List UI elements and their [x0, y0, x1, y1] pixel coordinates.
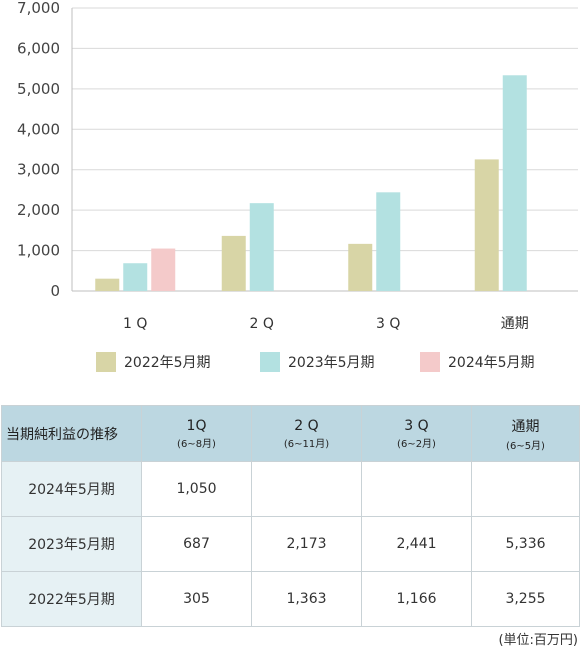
column-header-sub: (6~2月): [397, 438, 436, 450]
column-header-sub: (6~11月): [283, 438, 330, 450]
column-header-main: 通期: [511, 418, 540, 435]
y-tick-label: 5,000: [17, 80, 60, 98]
row-label: 2024年5月期: [1, 461, 142, 517]
bar-2023-3: [502, 75, 527, 292]
unit-note: (単位:百万円): [498, 633, 578, 648]
table-row: 2023年5月期 687 2,173 2,441 5,336: [1, 516, 580, 572]
column-header: 1Q (6~8月): [141, 405, 252, 462]
table-header-row: 当期純利益の推移 1Q (6~8月) 2 Q (6~11月) 3 Q (6~2月) 通…: [1, 405, 580, 462]
bar-2022-1: [221, 235, 246, 291]
row-label: 2022年5月期: [1, 571, 142, 627]
bar-2023-0: [123, 263, 148, 291]
table-cell: [471, 461, 580, 517]
column-header: 2 Q (6~11月): [251, 405, 362, 462]
legend-label-2024: 2024年5月期: [448, 355, 535, 371]
x-tick-label: 1 Q: [123, 316, 147, 332]
table-cell: 2,441: [361, 516, 472, 572]
table-row: 2022年5月期 305 1,363 1,166 3,255: [1, 571, 580, 627]
bar-2023-2: [376, 192, 401, 291]
legend-item-2024: 2024年5月期: [420, 352, 535, 372]
table-cell: 305: [141, 571, 252, 627]
row-label: 2023年5月期: [1, 516, 142, 572]
column-header-main: 1Q: [186, 417, 207, 434]
net-income-table: 当期純利益の推移 1Q (6~8月) 2 Q (6~11月) 3 Q (6~2月) 通…: [1, 405, 580, 627]
y-tick-label: 4,000: [17, 120, 60, 138]
table-cell: 1,050: [141, 461, 252, 517]
table-cell: 1,363: [251, 571, 362, 627]
table-cell: [361, 461, 472, 517]
x-tick-label: 3 Q: [376, 316, 400, 332]
y-tick-label: 2,000: [17, 201, 60, 219]
table-cell: 687: [141, 516, 252, 572]
legend-swatch-2023: [260, 352, 280, 372]
y-tick-label: 1,000: [17, 242, 60, 260]
y-tick-label: 3,000: [17, 161, 60, 179]
column-header-sub: (6~5月): [506, 440, 545, 452]
chart-legend: 2022年5月期 2023年5月期 2024年5月期: [0, 352, 580, 376]
table-cell: 3,255: [471, 571, 580, 627]
table-cell: 1,166: [361, 571, 472, 627]
legend-item-2023: 2023年5月期: [260, 352, 375, 372]
y-tick-label: 7,000: [17, 0, 60, 17]
table-cell: [251, 461, 362, 517]
column-header: 3 Q (6~2月): [361, 405, 472, 462]
legend-swatch-2022: [96, 352, 116, 372]
x-tick-label: 2 Q: [250, 316, 274, 332]
legend-label-2022: 2022年5月期: [124, 355, 211, 371]
table-cell: 2,173: [251, 516, 362, 572]
column-header-sub: (6~8月): [177, 438, 216, 450]
table-row: 2024年5月期 1,050: [1, 461, 580, 517]
table-cell: 5,336: [471, 516, 580, 572]
bar-2024-0: [151, 248, 176, 291]
column-header-main: 3 Q: [404, 417, 429, 434]
column-header-main: 2 Q: [294, 417, 319, 434]
bar-2022-2: [348, 243, 373, 291]
y-tick-label: 0: [50, 282, 60, 300]
bar-2022-0: [95, 278, 120, 291]
legend-label-2023: 2023年5月期: [288, 355, 375, 371]
x-tick-label: 通期: [501, 316, 529, 332]
bar-2023-1: [249, 203, 274, 291]
legend-swatch-2024: [420, 352, 440, 372]
y-tick-label: 6,000: [17, 39, 60, 57]
column-header: 通期 (6~5月): [471, 405, 580, 462]
table-corner-label: 当期純利益の推移: [1, 405, 142, 462]
net-income-chart: 0 1,000 2,000 3,000 4,000 5,000 6,000 7,000 1 Q 2…: [17, 0, 578, 332]
legend-item-2022: 2022年5月期: [96, 352, 211, 372]
bar-2022-3: [474, 159, 499, 291]
